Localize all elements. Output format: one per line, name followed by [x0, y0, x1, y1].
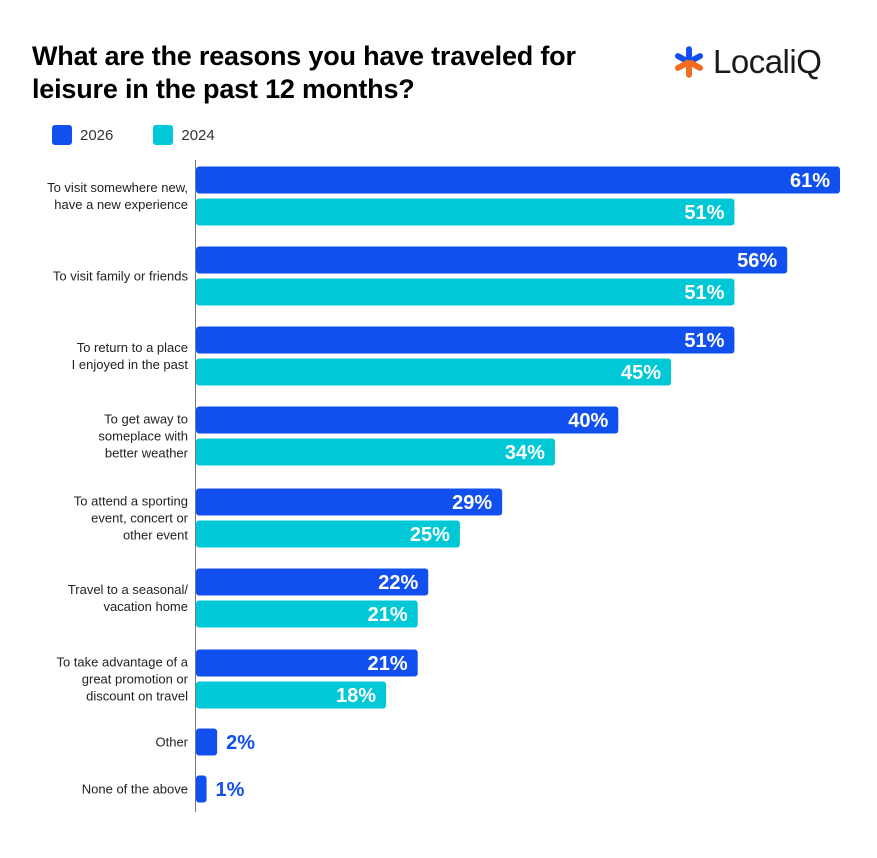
bar-2024-0 [196, 198, 735, 226]
category-label-8: None of the above [82, 782, 188, 797]
category-label-line: To get away to [104, 412, 188, 427]
bar-2024-2 [196, 358, 672, 386]
category-label-line: better weather [105, 446, 189, 461]
value-label-2026-2: 51% [684, 330, 724, 352]
value-label-2024-2: 45% [621, 362, 661, 384]
bar-2026-8 [196, 775, 207, 803]
category-label-line: To visit somewhere new, [47, 180, 188, 195]
value-label-2026-5: 22% [378, 572, 418, 594]
category-label-line: To visit family or friends [53, 269, 189, 284]
value-label-2026-6: 21% [368, 653, 408, 675]
bar-2024-5 [196, 600, 418, 628]
category-label-0: To visit somewhere new, have a new experi… [47, 180, 188, 212]
bar-2026-7 [196, 728, 218, 756]
legend-label-2026: 2026 [80, 126, 114, 144]
value-label-2026-4: 29% [452, 492, 492, 514]
category-label-5: Travel to a seasonal/vacation home [68, 582, 189, 614]
category-label-line: Travel to a seasonal/ [68, 582, 189, 597]
bar-2026-2 [196, 326, 735, 354]
value-label-2024-3: 34% [505, 442, 545, 464]
value-label-2026-8: 1% [216, 779, 245, 801]
value-label-2024-6: 18% [336, 685, 376, 707]
category-label-3: To get away to someplace with better weath… [98, 412, 188, 461]
category-label-1: To visit family or friends [53, 269, 189, 284]
legend-swatch-2026 [52, 125, 72, 145]
category-label-line: other event [123, 528, 188, 543]
brand-name: LocaliQ [713, 43, 822, 80]
bar-2026-5 [196, 568, 429, 596]
legend: 2026 2024 [52, 125, 255, 145]
bar-2026-6 [196, 649, 418, 677]
category-label-2: To return to a place I enjoyed in the pas… [72, 340, 189, 372]
bar-2026-4 [196, 488, 503, 516]
category-label-line: To return to a place [77, 340, 188, 355]
value-label-2024-5: 21% [368, 604, 408, 626]
category-label-line: I enjoyed in the past [72, 357, 189, 372]
bar-2026-1 [196, 246, 788, 274]
bar-2024-1 [196, 278, 735, 306]
bar-2026-0 [196, 166, 840, 194]
category-label-line: discount on travel [86, 689, 188, 704]
legend-item-2026: 2026 [52, 125, 113, 145]
category-label-line: To attend a sporting [74, 494, 188, 509]
value-label-2024-0: 51% [684, 202, 724, 224]
asterisk-logo-icon [674, 46, 704, 78]
category-label-line: None of the above [82, 782, 188, 797]
brand-logo: LocaliQ [672, 43, 822, 80]
value-label-2024-4: 25% [410, 524, 450, 546]
legend-swatch-2024 [153, 125, 174, 145]
bar-2024-6 [196, 681, 387, 709]
category-label-4: To attend a sporting event, concert or oth… [74, 494, 189, 543]
value-label-2026-0: 61% [790, 170, 830, 192]
legend-label-2024: 2024 [181, 126, 215, 144]
bar-2026-3 [196, 406, 619, 434]
value-label-2026-3: 40% [568, 410, 608, 432]
category-label-6: To take advantage of a great promotion or… [56, 655, 188, 704]
value-label-2026-7: 2% [226, 732, 255, 754]
legend-item-2024: 2024 [153, 125, 215, 145]
category-label-line: Other [155, 735, 188, 750]
value-label-2024-1: 51% [684, 282, 724, 304]
category-label-line: someplace with [98, 429, 188, 444]
category-label-7: Other [155, 735, 188, 750]
category-label-line: To take advantage of a [56, 655, 188, 670]
bar-2024-4 [196, 520, 460, 548]
bar-2024-3 [196, 438, 555, 466]
category-label-line: have a new experience [54, 197, 188, 212]
category-label-line: vacation home [103, 599, 188, 614]
category-label-line: event, concert or [91, 511, 188, 526]
category-label-line: great promotion or [82, 672, 189, 687]
chart-title: What are the reasons you have traveled f… [32, 41, 576, 104]
value-label-2026-1: 56% [737, 250, 777, 272]
